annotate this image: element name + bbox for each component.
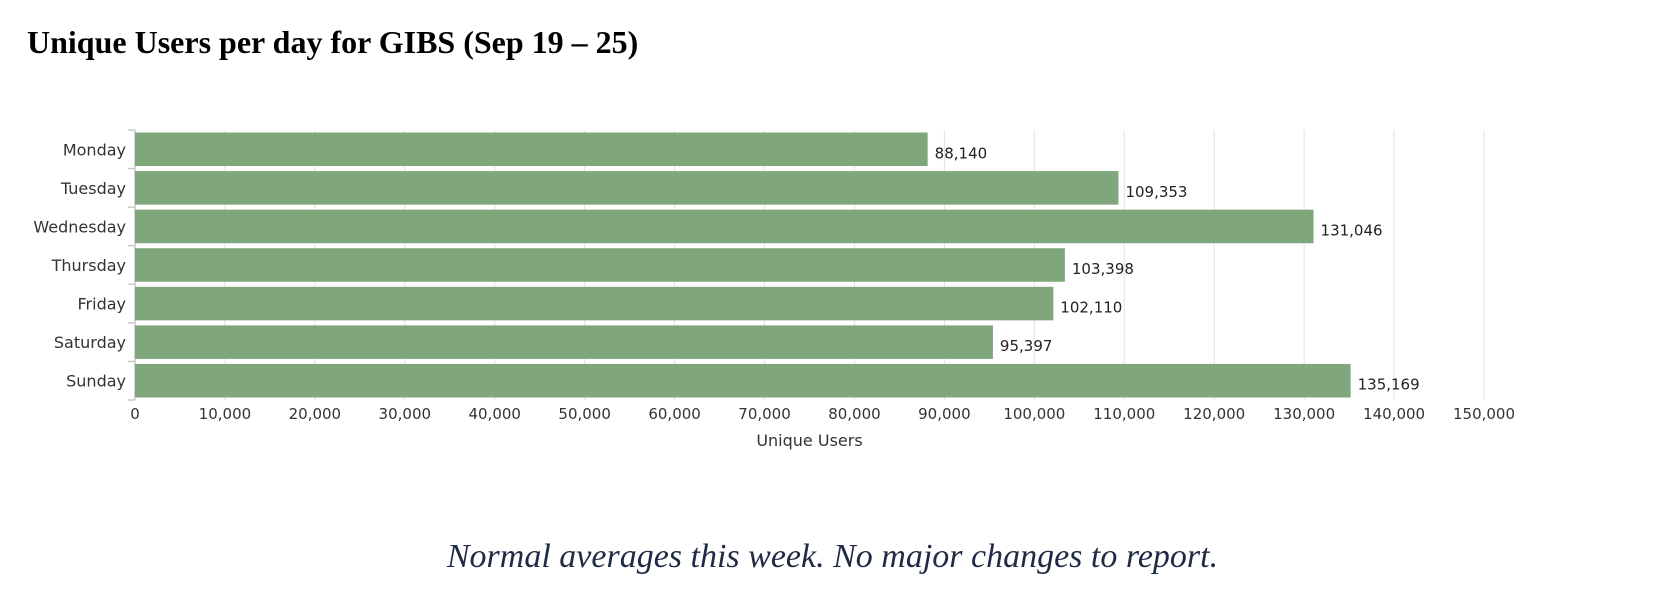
bar-chart: 0 10,000 20,000 30,000 40,000 50,000 60,000 70,… bbox=[33, 129, 1515, 450]
category-label: Monday bbox=[63, 140, 126, 159]
x-axis-title: Unique Users bbox=[756, 431, 862, 450]
bar-sunday bbox=[135, 363, 1351, 398]
bar-saturday bbox=[135, 325, 993, 359]
x-tick-label: 20,000 bbox=[289, 405, 342, 423]
x-tick-label: 50,000 bbox=[558, 405, 611, 423]
bar-monday bbox=[135, 132, 928, 167]
bar-tuesday bbox=[135, 171, 1119, 205]
value-label: 88,140 bbox=[935, 144, 988, 162]
bar-friday bbox=[135, 286, 1054, 321]
value-label: 109,353 bbox=[1125, 183, 1187, 201]
category-label: Friday bbox=[78, 295, 127, 314]
category-label: Tuesday bbox=[60, 179, 126, 198]
chart-title: Unique Users per day for GIBS (Sep 19 – … bbox=[27, 24, 639, 60]
value-label: 135,169 bbox=[1358, 376, 1420, 394]
bars bbox=[135, 132, 1351, 398]
labels: 0 10,000 20,000 30,000 40,000 50,000 60,000 70,… bbox=[33, 140, 1515, 423]
summary-note: Normal averages this week. No major chan… bbox=[446, 538, 1219, 575]
x-tick-label: 110,000 bbox=[1093, 405, 1155, 423]
x-tick-label: 60,000 bbox=[648, 405, 701, 423]
x-tick-label: 130,000 bbox=[1273, 405, 1335, 423]
x-tick-label: 0 bbox=[130, 405, 140, 423]
x-tick-label: 10,000 bbox=[199, 405, 252, 423]
x-tick-label: 150,000 bbox=[1453, 405, 1515, 423]
x-tick-label: 90,000 bbox=[918, 405, 971, 423]
bar-wednesday bbox=[135, 209, 1314, 244]
value-label: 103,398 bbox=[1072, 260, 1134, 278]
category-label: Thursday bbox=[51, 256, 126, 275]
category-label: Saturday bbox=[54, 333, 126, 352]
x-tick-label: 100,000 bbox=[1003, 405, 1065, 423]
x-tick-label: 120,000 bbox=[1183, 405, 1245, 423]
axes bbox=[128, 129, 136, 401]
x-tick-label: 30,000 bbox=[379, 405, 432, 423]
x-tick-label: 70,000 bbox=[738, 405, 791, 423]
value-label: 131,046 bbox=[1321, 221, 1383, 239]
value-label: 95,397 bbox=[1000, 337, 1053, 355]
x-tick-label: 140,000 bbox=[1363, 405, 1425, 423]
value-label: 102,110 bbox=[1060, 299, 1122, 317]
category-label: Wednesday bbox=[33, 217, 126, 236]
x-tick-label: 40,000 bbox=[468, 405, 521, 423]
bar-thursday bbox=[135, 248, 1065, 282]
category-label: Sunday bbox=[66, 372, 126, 391]
x-tick-label: 80,000 bbox=[828, 405, 881, 423]
